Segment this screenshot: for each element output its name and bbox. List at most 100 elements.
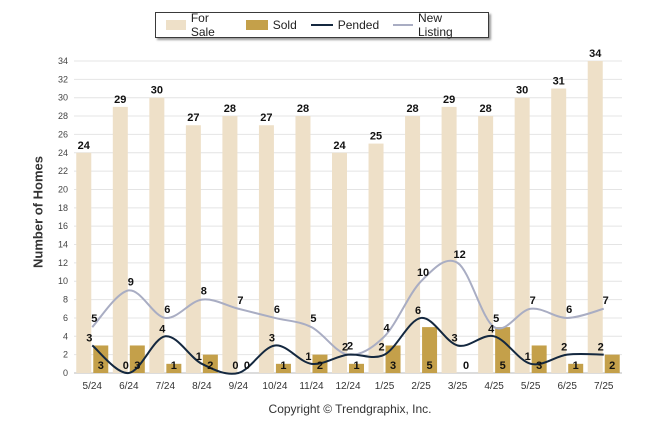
label-pended: 2 [342,342,348,354]
label-sold: 1 [353,360,359,372]
x-tick-label: 2/25 [411,381,431,392]
label-pended: 1 [525,351,531,363]
bar-sold [202,354,218,373]
x-tick-label: 4/25 [484,381,504,392]
label-new-listing: 6 [566,304,572,316]
label-pended: 1 [196,351,202,363]
legend-label-pended: Pended [337,18,380,32]
y-tick-label: 18 [58,203,68,213]
bar-sold [349,363,364,373]
label-pended: 3 [269,332,275,344]
grid-layer [74,60,622,374]
label-new-listing: 4 [383,322,390,334]
label-for-sale: 24 [78,140,91,152]
legend: For Sale Sold Pended New Listing [155,11,489,39]
bar-sold [166,363,182,373]
y-tick-label: 22 [58,166,68,176]
legend-item-sold: Sold [245,18,297,32]
label-pended: 1 [305,351,311,363]
label-sold: 0 [463,360,469,372]
legend-swatch-pended [310,24,333,26]
line-pended [91,316,604,375]
bar-for-sale [368,143,384,373]
label-new-listing: 7 [603,295,609,307]
label-sold: 0 [244,360,250,372]
label-for-sale: 28 [406,103,418,115]
bars-layer [76,61,620,374]
bar-sold [531,345,547,373]
bar-for-sale [441,106,457,373]
x-tick-label: 9/24 [229,381,249,392]
x-tick-label: 8/24 [192,381,212,392]
label-for-sale: 30 [151,85,163,97]
label-for-sale: 29 [443,94,455,106]
label-new-listing: 12 [453,249,465,261]
label-pended: 2 [378,342,384,354]
bar-for-sale [222,116,238,373]
label-sold: 3 [98,360,104,372]
lines-layer [91,259,604,375]
y-tick-label: 24 [58,148,68,158]
bar-sold [129,345,145,373]
x-tick-layer: 5/24 6/24 7/24 8/24 9/24 10/24 11/24 12/24 1/25 2… [83,381,614,392]
bar-for-sale [587,61,603,373]
legend-item-new-listing: New Listing [393,11,474,39]
label-sold: 2 [609,360,615,372]
label-sold: 1 [280,360,286,372]
label-new-listing: 2 [347,341,353,353]
x-tick-label: 7/24 [156,381,176,392]
label-new-listing: 5 [310,313,316,325]
bar-for-sale [514,97,530,374]
bar-sold [93,345,109,373]
y-tick-label: 2 [63,350,68,360]
legend-swatch-sold [245,20,268,30]
y-tick-label: 6 [63,313,68,323]
label-for-sale: 24 [333,140,346,152]
bar-for-sale [76,152,92,373]
x-tick-label: 5/25 [521,381,541,392]
y-tick-label: 32 [58,74,68,84]
bar-for-sale [149,97,165,374]
label-new-listing: 10 [417,267,429,279]
bar-for-sale [332,152,347,373]
legend-item-pended: Pended [310,18,380,32]
legend-swatch-new-listing [393,24,413,26]
x-tick-label: 1/25 [375,381,395,392]
label-new-listing: 6 [274,304,280,316]
label-new-listing: 5 [493,313,499,325]
y-tick-label: 0 [63,368,68,378]
legend-label-new-listing: New Listing [417,11,453,39]
label-for-sale: 31 [553,76,565,88]
y-tick-label: 8 [63,295,68,305]
y-tick-label: 16 [58,221,68,231]
label-pended: 6 [415,305,421,317]
label-new-listing: 7 [237,295,243,307]
x-tick-label: 11/24 [299,381,324,392]
legend-label-sold: Sold [272,18,297,32]
label-sold: 2 [207,360,213,372]
label-for-sale: 29 [114,94,126,106]
bar-for-sale [295,116,311,373]
label-pended: 3 [86,332,92,344]
label-new-listing: 5 [91,313,97,325]
y-tick-label: 20 [58,184,68,194]
y-tick-label: 28 [58,111,68,121]
bar-sold [568,363,584,373]
x-tick-label: 6/25 [557,381,577,392]
legend-item-for-sale: For Sale [166,11,232,39]
bar-for-sale [185,125,201,373]
label-pended: 4 [159,323,166,335]
bar-for-sale [112,106,128,373]
bar-for-sale [551,88,567,373]
label-sold: 1 [171,360,177,372]
label-for-sale: 27 [187,112,199,124]
label-sold: 3 [134,360,140,372]
label-new-listing: 6 [164,304,170,316]
bar-for-sale [258,125,274,373]
x-tick-label: 6/24 [119,381,139,392]
label-sold: 3 [390,360,396,372]
label-sold: 2 [317,360,323,372]
label-sold: 5 [500,360,506,372]
x-tick-label: 5/24 [83,381,103,392]
